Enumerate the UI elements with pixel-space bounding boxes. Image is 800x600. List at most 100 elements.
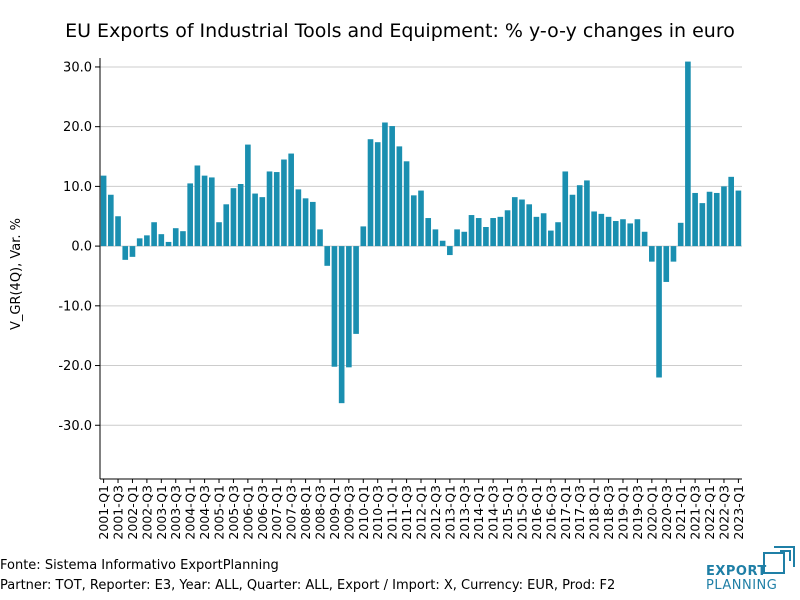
bar bbox=[151, 222, 157, 247]
x-tick-label: 2002-Q3 bbox=[139, 485, 154, 540]
bar bbox=[353, 246, 359, 334]
x-tick-label: 2003-Q3 bbox=[168, 485, 183, 540]
x-tick-label: 2008-Q1 bbox=[298, 485, 313, 540]
x-tick-label: 2018-Q3 bbox=[601, 485, 616, 540]
bar bbox=[526, 204, 533, 247]
y-tick-label: 30.0 bbox=[63, 60, 92, 75]
bar bbox=[504, 210, 511, 247]
x-tick-label: 2014-Q1 bbox=[471, 485, 486, 540]
bar bbox=[389, 126, 395, 247]
x-tick-label: 2022-Q1 bbox=[702, 485, 717, 540]
bar bbox=[410, 195, 417, 247]
x-tick-label: 2014-Q3 bbox=[486, 485, 501, 540]
bar bbox=[735, 190, 742, 247]
x-tick-label: 2006-Q1 bbox=[240, 485, 255, 540]
x-tick-label: 2021-Q1 bbox=[673, 485, 688, 540]
bar bbox=[122, 246, 129, 260]
x-tick-label: 2013-Q1 bbox=[442, 485, 457, 540]
bar bbox=[576, 185, 583, 247]
x-tick-label: 2011-Q3 bbox=[399, 485, 414, 540]
bar bbox=[721, 186, 727, 247]
bars bbox=[100, 61, 742, 404]
logo-mark-icon bbox=[763, 546, 795, 574]
bar bbox=[208, 177, 215, 247]
x-tick-label: 2005-Q1 bbox=[212, 485, 227, 540]
bar bbox=[172, 228, 179, 247]
bar bbox=[223, 204, 230, 247]
footer-params: Partner: TOT, Reporter: E3, Year: ALL, Q… bbox=[0, 578, 616, 593]
y-tick-labels: 30.0 20.0 10.0 0.0 -10.0 -20.0 -30.0 bbox=[58, 60, 92, 433]
bar bbox=[331, 246, 338, 367]
bar bbox=[100, 175, 107, 247]
bar bbox=[403, 161, 410, 247]
bar bbox=[605, 216, 612, 247]
bar bbox=[439, 240, 446, 247]
bar bbox=[338, 246, 345, 404]
y-tick-label: -20.0 bbox=[58, 359, 92, 374]
bar bbox=[497, 216, 504, 247]
x-tick-label: 2009-Q3 bbox=[341, 485, 356, 540]
x-tick-label: 2007-Q1 bbox=[269, 485, 284, 540]
bar bbox=[598, 213, 605, 247]
x-tick-label: 2017-Q3 bbox=[572, 485, 587, 540]
bar bbox=[367, 139, 374, 247]
bar bbox=[519, 199, 525, 247]
bar bbox=[136, 238, 143, 247]
y-axis-label: V_GR(4Q), Var. % bbox=[9, 218, 24, 330]
bar bbox=[382, 122, 388, 247]
axes bbox=[95, 58, 742, 483]
bar bbox=[129, 246, 136, 257]
bar bbox=[511, 197, 518, 247]
bar bbox=[144, 235, 150, 247]
exportplanning-logo: EXPORT PLANNING bbox=[706, 545, 796, 595]
bar bbox=[461, 231, 468, 247]
x-tick-label: 2001-Q3 bbox=[111, 485, 126, 540]
bar bbox=[634, 219, 641, 247]
x-tick-label: 2022-Q3 bbox=[716, 485, 731, 540]
bar bbox=[245, 144, 251, 247]
x-tick-label: 2015-Q3 bbox=[514, 485, 529, 540]
bar bbox=[612, 221, 619, 247]
x-tick-label: 2018-Q1 bbox=[587, 485, 602, 540]
bar bbox=[728, 176, 734, 247]
x-tick-label: 2016-Q3 bbox=[543, 485, 558, 540]
x-tick-label: 2012-Q1 bbox=[414, 485, 429, 540]
x-tick-label: 2020-Q3 bbox=[659, 485, 674, 540]
bar bbox=[641, 231, 648, 247]
x-tick-label: 2016-Q1 bbox=[529, 485, 544, 540]
y-tick-label: -10.0 bbox=[58, 299, 92, 314]
x-tick-label: 2007-Q3 bbox=[284, 485, 299, 540]
x-tick-label: 2019-Q3 bbox=[630, 485, 645, 540]
bar bbox=[706, 191, 713, 247]
bar bbox=[295, 189, 302, 247]
x-tick-label: 2006-Q3 bbox=[255, 485, 270, 540]
bar bbox=[266, 171, 273, 247]
bar bbox=[194, 165, 201, 247]
x-tick-label: 2013-Q3 bbox=[457, 485, 472, 540]
bar bbox=[187, 183, 193, 247]
bar bbox=[447, 246, 453, 256]
x-tick-label: 2005-Q3 bbox=[226, 485, 241, 540]
bar bbox=[396, 146, 403, 247]
x-tick-label: 2019-Q1 bbox=[615, 485, 630, 540]
x-tick-label: 2023-Q1 bbox=[731, 485, 746, 540]
bar bbox=[692, 192, 698, 247]
bar bbox=[627, 223, 634, 247]
logo-text-planning: PLANNING bbox=[706, 578, 778, 593]
bar bbox=[230, 188, 237, 247]
x-tick-label: 2017-Q1 bbox=[558, 485, 573, 540]
x-tick-labels: 2001-Q1 2001-Q3 2002-Q1 2002-Q3 2003-Q1 2003-… bbox=[96, 485, 746, 540]
bar bbox=[425, 218, 432, 247]
x-tick-label: 2021-Q3 bbox=[688, 485, 703, 540]
bar bbox=[663, 246, 670, 282]
bar bbox=[252, 193, 258, 247]
bar bbox=[360, 226, 367, 247]
x-tick-label: 2012-Q3 bbox=[428, 485, 443, 540]
bar bbox=[713, 192, 720, 247]
y-tick-label: 10.0 bbox=[63, 180, 92, 195]
bar bbox=[108, 194, 114, 247]
bar bbox=[569, 194, 576, 247]
x-tick-label: 2001-Q1 bbox=[96, 485, 111, 540]
bar bbox=[346, 246, 352, 368]
